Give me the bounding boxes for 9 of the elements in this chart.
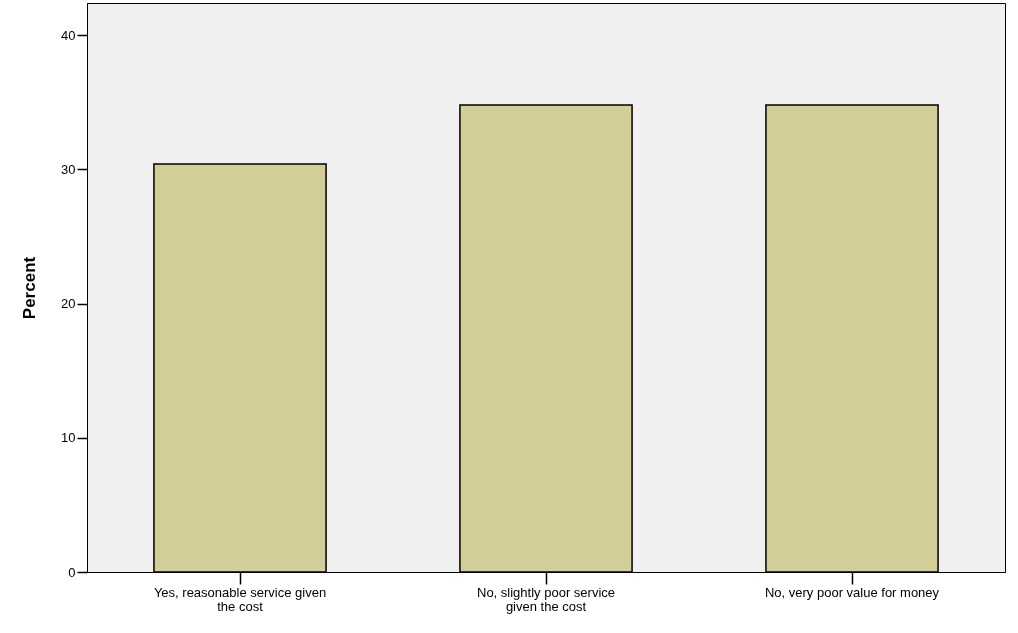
y-tick-label: 10 [61,430,76,446]
y-tick-label: 40 [61,27,76,43]
x-tick-label: No, slightly poor service given the cost [477,584,615,614]
y-tick-label: 30 [61,161,76,177]
y-tick-label: 20 [61,296,76,312]
y-tick-label: 0 [68,564,76,580]
x-tick-label: Yes, reasonable service given the cost [153,584,327,614]
x-tick-label: No, very poor value for money [764,584,940,600]
y-axis-title: Percent [20,256,40,320]
